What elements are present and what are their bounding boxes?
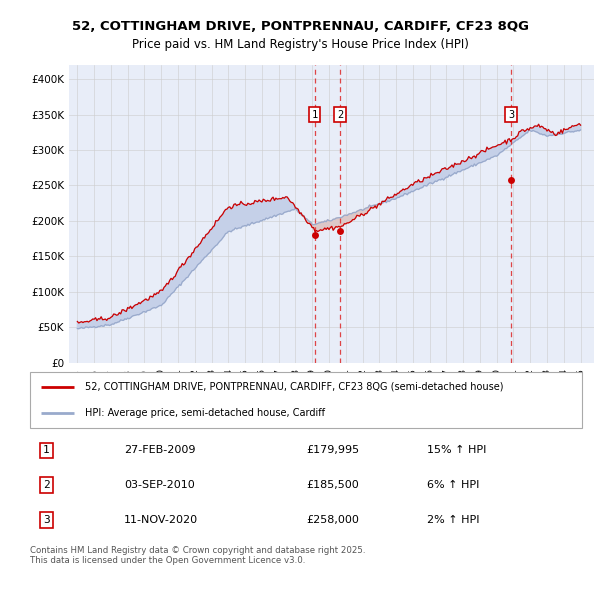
- Text: 1: 1: [311, 110, 318, 120]
- Text: 2% ↑ HPI: 2% ↑ HPI: [427, 515, 480, 525]
- Text: 15% ↑ HPI: 15% ↑ HPI: [427, 445, 487, 455]
- Text: 1: 1: [43, 445, 50, 455]
- Text: 11-NOV-2020: 11-NOV-2020: [124, 515, 198, 525]
- Text: 3: 3: [43, 515, 50, 525]
- Text: Contains HM Land Registry data © Crown copyright and database right 2025.
This d: Contains HM Land Registry data © Crown c…: [30, 546, 365, 565]
- FancyBboxPatch shape: [30, 372, 582, 428]
- Text: 52, COTTINGHAM DRIVE, PONTPRENNAU, CARDIFF, CF23 8QG: 52, COTTINGHAM DRIVE, PONTPRENNAU, CARDI…: [71, 20, 529, 33]
- Text: 52, COTTINGHAM DRIVE, PONTPRENNAU, CARDIFF, CF23 8QG (semi-detached house): 52, COTTINGHAM DRIVE, PONTPRENNAU, CARDI…: [85, 382, 504, 392]
- Text: 3: 3: [508, 110, 514, 120]
- Text: 2: 2: [43, 480, 50, 490]
- Text: 27-FEB-2009: 27-FEB-2009: [124, 445, 196, 455]
- Text: HPI: Average price, semi-detached house, Cardiff: HPI: Average price, semi-detached house,…: [85, 408, 325, 418]
- Text: £179,995: £179,995: [306, 445, 359, 455]
- Text: £185,500: £185,500: [306, 480, 359, 490]
- Text: Price paid vs. HM Land Registry's House Price Index (HPI): Price paid vs. HM Land Registry's House …: [131, 38, 469, 51]
- Text: £258,000: £258,000: [306, 515, 359, 525]
- Text: 6% ↑ HPI: 6% ↑ HPI: [427, 480, 480, 490]
- Text: 03-SEP-2010: 03-SEP-2010: [124, 480, 194, 490]
- Text: 2: 2: [337, 110, 343, 120]
